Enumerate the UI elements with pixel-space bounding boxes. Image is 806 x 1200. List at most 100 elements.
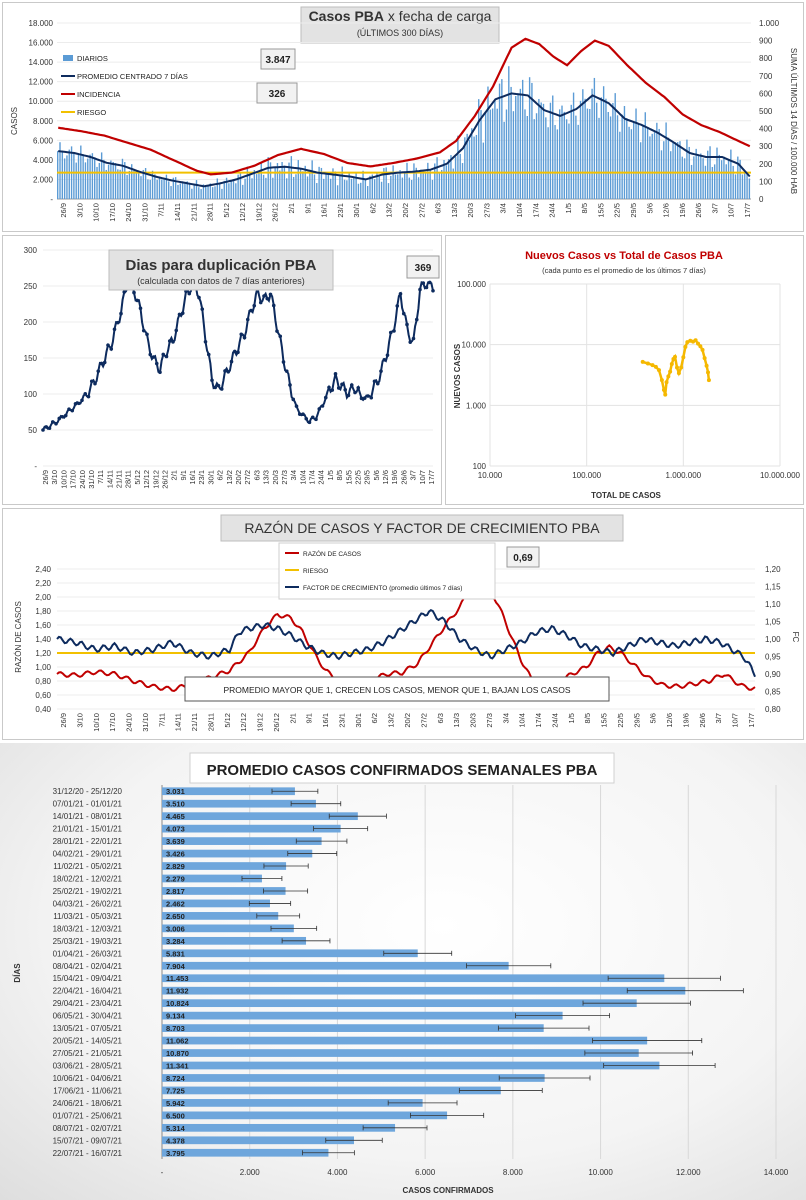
dup-xtick: 10/10 [59, 470, 68, 489]
sem-value-label: 3.795 [166, 1149, 185, 1158]
casos-xtick: 17/7 [743, 203, 752, 218]
diarios-bar [644, 112, 646, 199]
diarios-bar [265, 177, 267, 199]
razon-xtick: 27/3 [485, 713, 494, 728]
dup-xtick: 6/3 [252, 470, 261, 480]
dup-xtick: 13/3 [262, 470, 271, 485]
diarios-bar [494, 100, 496, 199]
sem-bar [162, 1011, 563, 1020]
diarios-bar [269, 162, 272, 199]
casos-xtick: 15/5 [596, 203, 605, 218]
diarios-bar [89, 154, 91, 199]
dup-point [226, 369, 231, 374]
casos-xtick: 6/3 [434, 203, 443, 213]
razon-xtick: 30/1 [354, 713, 363, 728]
diarios-bar [524, 109, 526, 199]
diarios-bar [84, 162, 87, 199]
sem-value-label: 2.462 [166, 899, 185, 908]
casos-xtick: 26/9 [59, 203, 68, 218]
casos-xtick: 26/12 [271, 203, 280, 222]
nuevos-point [683, 344, 688, 349]
dup-ytick: 250 [24, 282, 38, 291]
casos-y2tick: 400 [759, 125, 773, 134]
diarios-bar [295, 174, 297, 199]
diarios-bar [528, 77, 531, 199]
diarios-bar [260, 162, 262, 199]
dup-xtick: 17/7 [427, 470, 436, 485]
dup-point [252, 303, 257, 308]
diarios-bar [198, 187, 200, 199]
dup-point [353, 390, 357, 395]
diarios-bar [408, 177, 411, 199]
casos-ylabel: CASOS [10, 107, 19, 135]
sem-value-label: 5.942 [166, 1099, 185, 1108]
diarios-bar [57, 151, 59, 199]
razon-y2tick: 0,85 [765, 688, 781, 697]
diarios-bar [609, 116, 612, 199]
diarios-bar [383, 168, 385, 199]
sem-value-label: 2.829 [166, 862, 185, 871]
diarios-bar [420, 169, 422, 199]
razon-ytick: 0,60 [35, 691, 51, 700]
diarios-bar [341, 166, 343, 199]
dup-xtick: 14/11 [105, 470, 114, 488]
casos-xtick: 20/2 [401, 203, 410, 218]
duplicacion-line [42, 280, 434, 431]
nuevos-point [681, 355, 686, 360]
nuevos-point [659, 378, 664, 383]
casos-xtick: 16/1 [320, 203, 329, 218]
diarios-bar [517, 94, 519, 199]
dup-xtick: 23/1 [197, 470, 206, 485]
dup-point [99, 361, 104, 366]
diarios-bar [362, 170, 364, 199]
sem-bar [162, 812, 358, 821]
razon-xtick: 27/2 [419, 713, 428, 728]
sem-xtick: 14.000 [764, 1168, 789, 1177]
diarios-bar [288, 162, 290, 199]
diarios-bar [406, 162, 408, 199]
dup-point [343, 388, 348, 392]
diarios-bar [191, 188, 193, 199]
razon-ytick: 0,80 [35, 677, 51, 686]
casos-xtick: 19/12 [254, 203, 263, 222]
diarios-bar [68, 149, 70, 199]
diarios-bar [589, 109, 591, 199]
diarios-bar [334, 171, 336, 199]
nuevos-point [693, 338, 698, 343]
sem-category: 07/01/21 - 01/01/21 [53, 800, 123, 809]
razon-xtick: 17/7 [747, 713, 756, 728]
diarios-bar [355, 172, 357, 199]
diarios-bar [496, 108, 498, 199]
casos-xtick: 26/6 [694, 203, 703, 218]
semanales-chart: PROMEDIO CASOS CONFIRMADOS SEMANALES PBA… [13, 752, 789, 1195]
dup-point [229, 359, 234, 364]
sem-category: 28/01/21 - 22/01/21 [53, 837, 123, 846]
casos-xtick: 31/10 [140, 203, 149, 222]
sem-title: PROMEDIO CASOS CONFIRMADOS SEMANALES PBA [207, 762, 598, 779]
nuevos-ytick: 100.000 [457, 280, 486, 289]
dup-point [89, 379, 94, 384]
diarios-bar [552, 95, 554, 199]
diarios-bar [602, 86, 605, 199]
diarios-bar [255, 174, 258, 199]
razon-xtick: 17/4 [534, 713, 543, 728]
sem-category: 11/03/21 - 05/03/21 [53, 912, 122, 921]
casos-xtick: 20/3 [466, 203, 475, 218]
diarios-bar [584, 98, 586, 199]
diarios-bar [392, 165, 394, 199]
casos-ytick: - [50, 195, 53, 204]
razon-xtick: 22/5 [616, 713, 625, 728]
razon-y2tick: 1,00 [765, 635, 781, 644]
diarios-bar [128, 170, 131, 199]
nuevos-point [645, 361, 650, 366]
sem-value-label: 8.703 [166, 1024, 185, 1033]
razon-xtick: 10/4 [518, 713, 527, 728]
razon-xtick: 15/5 [600, 713, 609, 728]
diarios-bar [163, 178, 165, 199]
diarios-bar [570, 104, 572, 199]
diarios-bar [695, 148, 697, 199]
diarios-bar [61, 150, 64, 199]
diarios-bar [605, 98, 607, 199]
diarios-bar [646, 127, 649, 199]
razon-xtick: 14/11 [174, 713, 183, 731]
